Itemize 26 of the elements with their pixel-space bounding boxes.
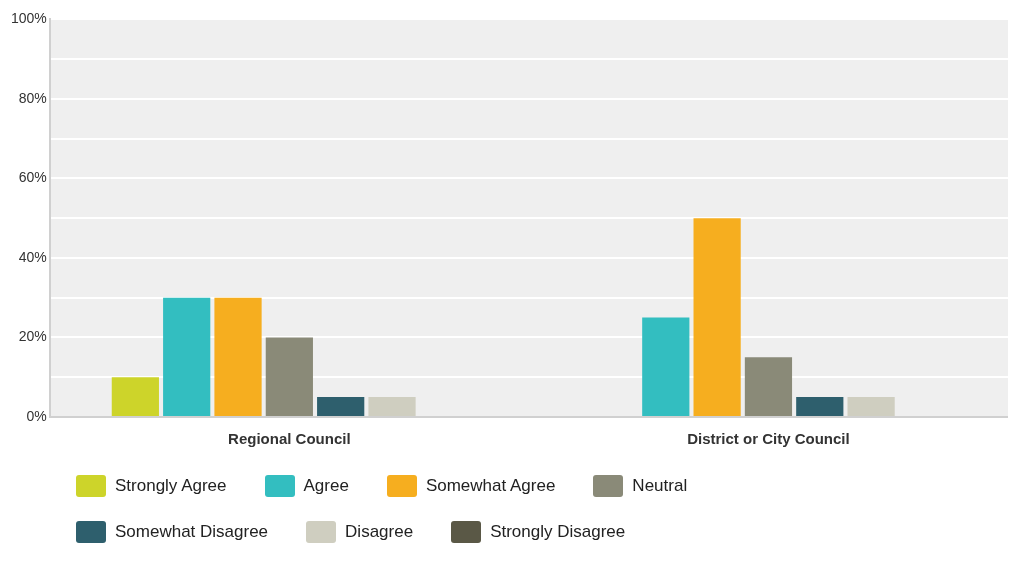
- legend-label: Somewhat Disagree: [115, 522, 269, 542]
- x-tick-label: Regional Council: [228, 430, 351, 448]
- bar: [642, 317, 690, 416]
- bar: [847, 397, 895, 416]
- legend-label: Agree: [303, 476, 349, 496]
- legend-label: Neutral: [632, 476, 688, 496]
- bar: [693, 218, 741, 416]
- x-tick-label: District or City Council: [687, 430, 850, 448]
- legend-label: Strongly Agree: [115, 476, 227, 496]
- y-tick-label: 40%: [18, 248, 47, 265]
- bar: [368, 397, 416, 416]
- bar: [265, 337, 313, 416]
- bar: [111, 377, 159, 416]
- bar: [214, 297, 262, 416]
- bar: [796, 397, 844, 416]
- bar: [744, 357, 793, 416]
- legend-label: Disagree: [345, 522, 414, 542]
- y-tick-label: 80%: [18, 89, 47, 106]
- y-tick-label: 0%: [26, 407, 47, 424]
- y-tick-label: 100%: [10, 10, 47, 27]
- legend-label: Strongly Disagree: [490, 522, 626, 542]
- bar: [317, 397, 365, 416]
- bar: [163, 297, 211, 416]
- y-tick-label: 60%: [18, 169, 47, 186]
- legend-label: Somewhat Agree: [425, 476, 556, 496]
- y-tick-label: 20%: [18, 328, 47, 345]
